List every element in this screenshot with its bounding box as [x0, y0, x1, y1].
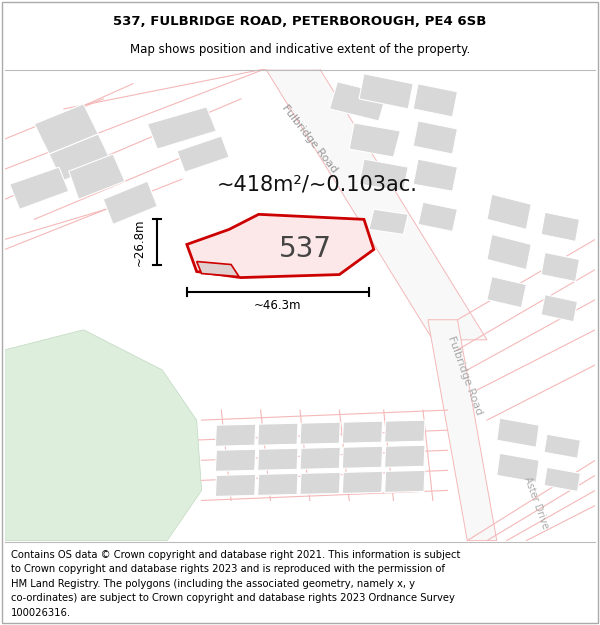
Polygon shape	[197, 261, 239, 277]
Text: to Crown copyright and database rights 2023 and is reproduced with the permissio: to Crown copyright and database rights 2…	[11, 564, 445, 574]
Polygon shape	[266, 69, 487, 340]
Polygon shape	[329, 82, 386, 121]
Polygon shape	[487, 234, 531, 269]
Polygon shape	[343, 421, 383, 443]
Polygon shape	[541, 213, 580, 241]
Text: HM Land Registry. The polygons (including the associated geometry, namely x, y: HM Land Registry. The polygons (includin…	[11, 579, 415, 589]
Polygon shape	[413, 121, 457, 154]
Text: Fulbridge Road: Fulbridge Road	[280, 103, 340, 175]
Polygon shape	[148, 107, 217, 149]
Polygon shape	[385, 471, 425, 492]
Text: 100026316.: 100026316.	[11, 608, 71, 618]
Polygon shape	[497, 418, 539, 447]
Text: 537: 537	[278, 236, 331, 264]
Polygon shape	[300, 422, 340, 444]
Polygon shape	[34, 104, 98, 154]
Text: ~46.3m: ~46.3m	[254, 299, 302, 312]
Polygon shape	[49, 134, 111, 181]
Polygon shape	[257, 473, 298, 496]
Text: Contains OS data © Crown copyright and database right 2021. This information is : Contains OS data © Crown copyright and d…	[11, 550, 460, 560]
Polygon shape	[359, 74, 413, 109]
Polygon shape	[215, 449, 256, 471]
Text: Map shows position and indicative extent of the property.: Map shows position and indicative extent…	[130, 42, 470, 56]
Polygon shape	[544, 468, 580, 491]
Polygon shape	[103, 181, 157, 224]
Polygon shape	[413, 159, 457, 191]
Polygon shape	[300, 472, 340, 494]
Polygon shape	[541, 294, 577, 322]
Polygon shape	[544, 434, 580, 458]
Polygon shape	[257, 423, 298, 445]
Polygon shape	[428, 320, 497, 541]
Text: 537, FULBRIDGE ROAD, PETERBOROUGH, PE4 6SB: 537, FULBRIDGE ROAD, PETERBOROUGH, PE4 6…	[113, 14, 487, 28]
Text: co-ordinates) are subject to Crown copyright and database rights 2023 Ordnance S: co-ordinates) are subject to Crown copyr…	[11, 593, 455, 603]
Polygon shape	[10, 167, 69, 209]
Text: ~26.8m: ~26.8m	[133, 218, 146, 266]
Polygon shape	[343, 446, 383, 468]
Polygon shape	[69, 154, 125, 199]
Polygon shape	[5, 330, 202, 541]
Polygon shape	[177, 136, 229, 172]
Polygon shape	[385, 420, 425, 442]
Polygon shape	[541, 253, 580, 282]
Polygon shape	[343, 471, 383, 494]
Polygon shape	[187, 214, 374, 278]
Polygon shape	[215, 424, 256, 446]
Polygon shape	[349, 123, 400, 157]
Polygon shape	[487, 277, 526, 308]
Polygon shape	[413, 84, 457, 117]
Polygon shape	[369, 209, 408, 234]
Text: ~418m²/~0.103ac.: ~418m²/~0.103ac.	[217, 174, 417, 194]
Polygon shape	[418, 202, 457, 231]
Text: Aster Drive: Aster Drive	[522, 475, 550, 530]
Polygon shape	[359, 159, 408, 191]
Polygon shape	[300, 448, 340, 469]
Polygon shape	[215, 474, 256, 496]
Polygon shape	[487, 194, 531, 229]
Polygon shape	[385, 445, 425, 468]
Polygon shape	[257, 448, 298, 471]
Text: Fulbridge Road: Fulbridge Road	[446, 334, 484, 416]
Polygon shape	[497, 453, 539, 482]
